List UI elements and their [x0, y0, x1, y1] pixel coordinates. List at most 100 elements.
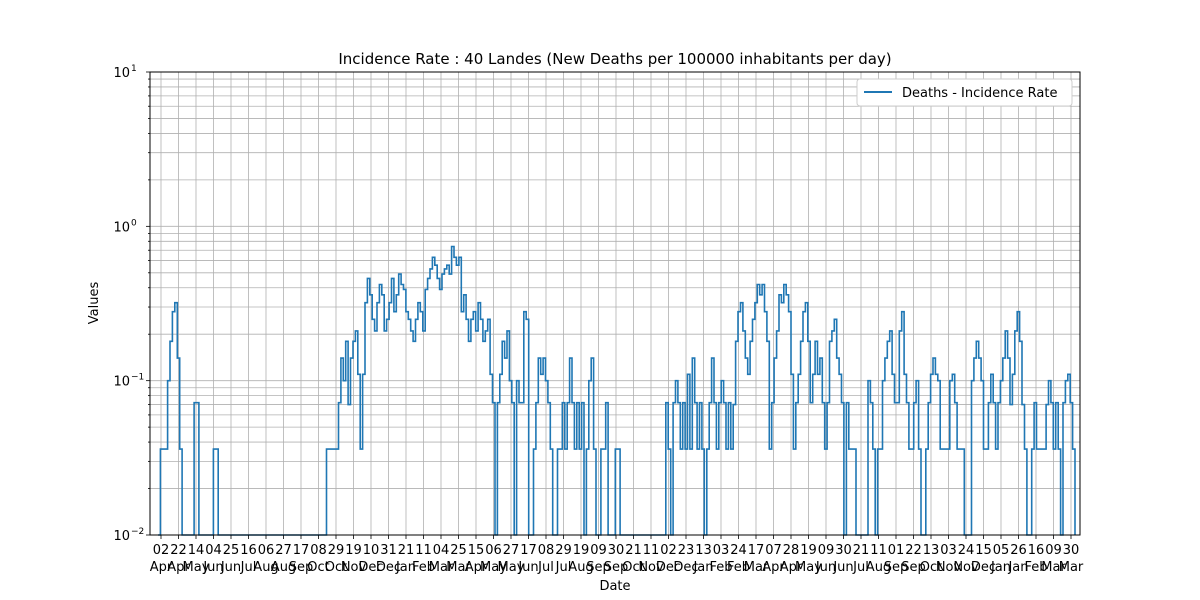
x-tick-label-day: 15	[975, 543, 992, 558]
x-tick-label-month: Sep	[289, 560, 314, 575]
x-tick-label-month: Feb	[709, 560, 732, 575]
y-tick-label-exponent: 0	[131, 218, 137, 228]
x-tick-label-day: 11	[415, 543, 432, 558]
x-tick-label-day: 22	[170, 543, 187, 558]
x-tick-label-day: 27	[275, 543, 292, 558]
x-tick-label-month: Aug	[253, 560, 278, 575]
x-tick-label-month: Jul	[852, 560, 869, 575]
x-tick-label-month: Oct	[622, 560, 644, 575]
x-tick-label-month: Jun	[220, 560, 241, 575]
x-tick-label-day: 21	[398, 543, 415, 558]
x-tick-label-day: 09	[1045, 543, 1062, 558]
x-tick-label-month: Dec	[358, 560, 383, 575]
x-tick-label-month: Aug	[271, 560, 296, 575]
x-tick-label-day: 04	[205, 543, 222, 558]
x-tick-label-month: Feb	[727, 560, 750, 575]
x-tick-label-day: 31	[380, 543, 397, 558]
plot-frame	[149, 71, 1081, 536]
x-tick-label-day: 26	[1010, 543, 1027, 558]
x-tick-label-month: Dec	[673, 560, 698, 575]
x-tick-label-day: 17	[293, 543, 310, 558]
x-tick-label-month: Apr	[150, 560, 173, 575]
x-tick-label-month: Jul	[240, 560, 257, 575]
x-tick-label-day: 22	[905, 543, 922, 558]
x-tick-label-day: 27	[503, 543, 520, 558]
y-tick-label: 10	[113, 529, 130, 544]
y-tick-label-exponent: 1	[131, 64, 137, 74]
legend-box	[856, 78, 1073, 107]
x-tick-label-day: 16	[240, 543, 257, 558]
x-tick-label-day: 11	[643, 543, 660, 558]
x-tick-label-month: May	[183, 560, 210, 575]
x-tick-label-day: 07	[765, 543, 782, 558]
x-tick-label-month: Mar	[1059, 560, 1084, 575]
x-tick-label-day: 13	[923, 543, 940, 558]
x-tick-label-month: Mar	[1041, 560, 1066, 575]
x-tick-label-day: 11	[870, 543, 887, 558]
x-tick-label-day: 25	[223, 543, 240, 558]
chart-title: Incidence Rate : 40 Landes (New Deaths p…	[338, 50, 891, 68]
x-tick-label-month: Sep	[586, 560, 611, 575]
x-tick-label-month: Oct	[325, 560, 347, 575]
x-tick-label-month: Apr	[465, 560, 488, 575]
x-tick-label-day: 16	[1028, 543, 1045, 558]
x-tick-label-month: Mar	[446, 560, 471, 575]
x-tick-label-month: May	[480, 560, 507, 575]
x-tick-label-month: Nov	[953, 560, 979, 575]
x-tick-label-month: Oct	[307, 560, 329, 575]
x-tick-label-day: 24	[958, 543, 975, 558]
x-tick-label-month: Mar	[744, 560, 769, 575]
x-tick-label-day: 21	[625, 543, 642, 558]
x-tick-label-month: Oct	[920, 560, 942, 575]
x-tick-label-month: Jul	[555, 560, 572, 575]
x-tick-label-month: Jun	[202, 560, 223, 575]
x-tick-label-day: 19	[573, 543, 590, 558]
x-tick-label-day: 29	[328, 543, 345, 558]
x-tick-label-month: Dec	[376, 560, 401, 575]
x-tick-label-day: 17	[748, 543, 765, 558]
x-tick-label-month: Aug	[568, 560, 593, 575]
x-tick-label-day: 01	[888, 543, 905, 558]
x-tick-label-month: Jun	[517, 560, 538, 575]
x-tick-label-month: Jul	[537, 560, 554, 575]
grid-lines	[150, 72, 1080, 536]
x-tick-label-day: 23	[678, 543, 695, 558]
x-tick-label-month: May	[795, 560, 822, 575]
x-tick-label-day: 30	[608, 543, 625, 558]
x-tick-label-month: Dec	[656, 560, 681, 575]
x-tick-label-day: 25	[450, 543, 467, 558]
x-tick-label-day: 03	[940, 543, 957, 558]
x-axis-label: Date	[599, 579, 630, 594]
y-axis-label: Values	[87, 282, 102, 325]
x-tick-label-month: Nov	[936, 560, 962, 575]
x-tick-label-day: 10	[363, 543, 380, 558]
y-tick-label: 10	[113, 375, 130, 390]
legend: Deaths - Incidence Rate	[856, 78, 1073, 107]
x-tick-label-month: Aug	[866, 560, 891, 575]
x-tick-label-day: 02	[660, 543, 677, 558]
x-tick-label-day: 19	[800, 543, 817, 558]
x-tick-label-month: Sep	[884, 560, 909, 575]
y-tick-label-exponent: −1	[131, 373, 144, 383]
x-tick-label-day: 30	[1063, 543, 1080, 558]
x-tick-label-day: 02	[153, 543, 170, 558]
x-tick-label-month: Nov	[341, 560, 367, 575]
x-tick-label-month: Mar	[429, 560, 454, 575]
x-tick-label-day: 06	[258, 543, 275, 558]
x-tick-label-day: 14	[188, 543, 205, 558]
x-tick-label-day: 09	[590, 543, 607, 558]
y-tick-label-exponent: −2	[131, 527, 144, 537]
x-tick-label-day: 08	[538, 543, 555, 558]
x-tick-label-month: Sep	[604, 560, 629, 575]
x-tick-label-month: Sep	[901, 560, 926, 575]
x-tick-label-day: 28	[783, 543, 800, 558]
x-tick-label-month: Jun	[815, 560, 836, 575]
x-tick-label-day: 13	[695, 543, 712, 558]
x-tick-label-day: 30	[835, 543, 852, 558]
x-tick-label-day: 24	[730, 543, 747, 558]
x-tick-label-day: 17	[520, 543, 537, 558]
y-tick-label: 10	[113, 220, 130, 235]
x-tick-label-month: May	[498, 560, 525, 575]
